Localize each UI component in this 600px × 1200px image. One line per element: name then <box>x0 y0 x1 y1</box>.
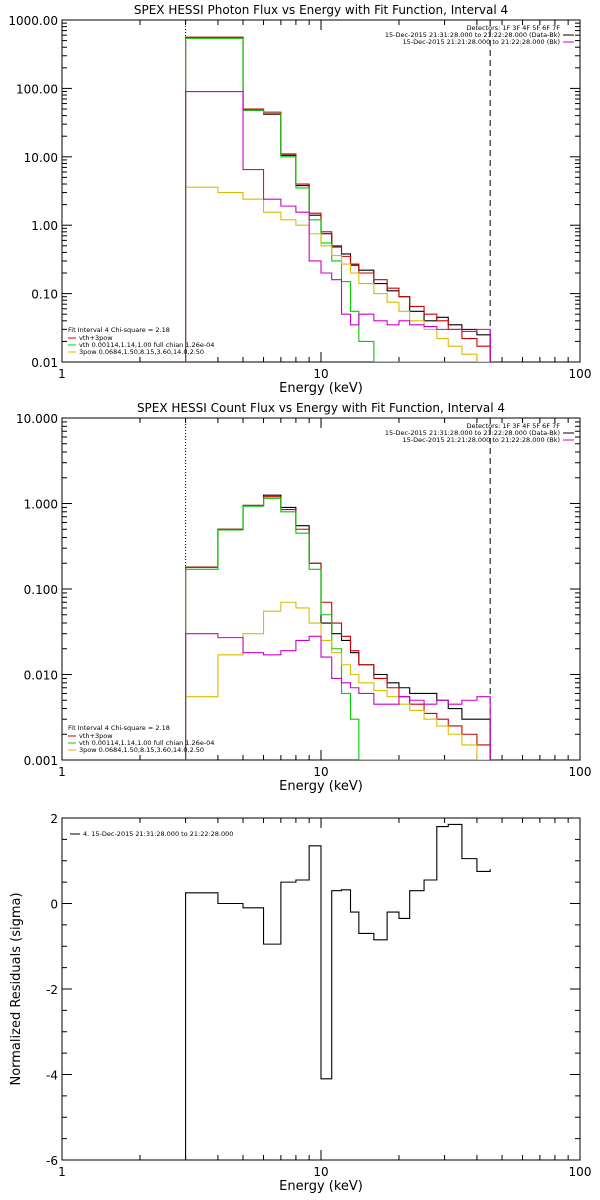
legend-left-header: Fit Interval 4 Chi-square = 2.18 <box>68 724 170 732</box>
y-tick-label: 0.10 <box>31 288 58 302</box>
series-data-bk <box>185 494 491 760</box>
chart-panel-2: SPEX HESSI Count Flux vs Energy with Fit… <box>16 401 591 794</box>
y-tick-label: 1.000 <box>24 498 58 512</box>
legend-left-line: vth+3pow <box>79 732 113 740</box>
x-tick-label: 1 <box>58 1165 66 1179</box>
y-tick-label: 10.000 <box>16 412 58 426</box>
legend-left-line: vth+3pow <box>79 334 113 342</box>
series-bk <box>185 90 491 362</box>
y-axis-label: Normalized Residuals (sigma) <box>9 892 24 1085</box>
data-series-group <box>185 494 491 760</box>
y-tick-label: 1.00 <box>31 219 58 233</box>
x-tick-label: 10 <box>313 1165 328 1179</box>
series-residuals <box>185 823 491 1160</box>
legend-right-line: 15-Dec-2015 21:21:28.000 to 21:22:28.000… <box>403 38 561 46</box>
legend-right-line: 15-Dec-2015 21:31:28.000 to 21:22:28.000… <box>385 31 560 39</box>
legend-left-line: vth 0.00114,1.14,1.00 full chian 1.26e-0… <box>79 739 214 747</box>
y-tick-label: -6 <box>46 1154 58 1168</box>
y-tick-label: 0 <box>50 898 58 912</box>
y-tick-label: 2 <box>50 812 58 826</box>
chart-panel-1: SPEX HESSI Photon Flux vs Energy with Fi… <box>8 3 591 396</box>
legend-right-line: 15-Dec-2015 21:31:28.000 to 21:22:28.000… <box>385 429 560 437</box>
series-3pow <box>185 601 491 760</box>
data-series-group <box>185 823 491 1160</box>
legend-left-line: 3pow 0.0684,1.50,8.15,3.60,14.0,2.50 <box>79 348 204 356</box>
y-tick-label: 10.00 <box>24 151 58 165</box>
y-tick-label: 0.01 <box>31 356 58 370</box>
x-axis-label: Energy (keV) <box>279 381 363 396</box>
series-vth <box>185 37 491 362</box>
legend-left-line: 3pow 0.0684,1.50,8.15,3.60,14.0,2.50 <box>79 746 204 754</box>
y-tick-label: -4 <box>46 1069 58 1083</box>
legend-left-line: vth 0.00114,1.14,1.00 full chian 1.26e-0… <box>79 341 214 349</box>
series-vth-3pow <box>185 36 491 362</box>
x-tick-label: 100 <box>569 367 592 381</box>
y-tick-label: 100.00 <box>16 82 58 96</box>
legend-right-line: Detectors: 1F 3F 4F 5F 6F 7F <box>466 422 560 430</box>
x-tick-label: 1 <box>58 367 66 381</box>
x-tick-label: 100 <box>569 765 592 779</box>
x-tick-label: 1 <box>58 765 66 779</box>
series-vth-3pow <box>185 496 491 760</box>
data-series-group <box>185 36 491 362</box>
plot-frame <box>61 19 581 363</box>
y-tick-label: -2 <box>46 983 58 997</box>
y-tick-label: 1000.00 <box>8 14 58 28</box>
y-tick-label: 0.001 <box>24 754 58 768</box>
series-bk <box>185 633 491 760</box>
chart-panel-3: 1 10 100 Energy (keV) -6 -4 -2 0 2 Normalized Res… <box>9 812 591 1194</box>
legend-left-header: Fit Interval 4 Chi-square = 2.18 <box>68 326 170 334</box>
legend-text: 4. 15-Dec-2015 21:31:28.000 to 21:22:28.… <box>83 830 233 838</box>
x-tick-label: 10 <box>313 367 328 381</box>
chart-title: SPEX HESSI Photon Flux vs Energy with Fi… <box>134 3 508 17</box>
x-axis-label: Energy (keV) <box>279 1179 363 1194</box>
x-tick-label: 100 <box>569 1165 592 1179</box>
series-data-bk <box>185 37 491 362</box>
chart-title: SPEX HESSI Count Flux vs Energy with Fit… <box>137 401 505 415</box>
y-tick-label: 0.010 <box>24 669 58 683</box>
x-tick-label: 10 <box>313 765 328 779</box>
legend-right-line: 15-Dec-2015 21:21:28.000 to 21:22:28.000… <box>403 436 561 444</box>
legend-right-line: Detectors: 1F 3F 4F 5F 6F 7F <box>466 24 560 32</box>
x-axis-label: Energy (keV) <box>279 779 363 794</box>
y-tick-label: 0.100 <box>24 583 58 597</box>
series-vth <box>185 497 491 760</box>
series-3pow <box>185 186 491 362</box>
